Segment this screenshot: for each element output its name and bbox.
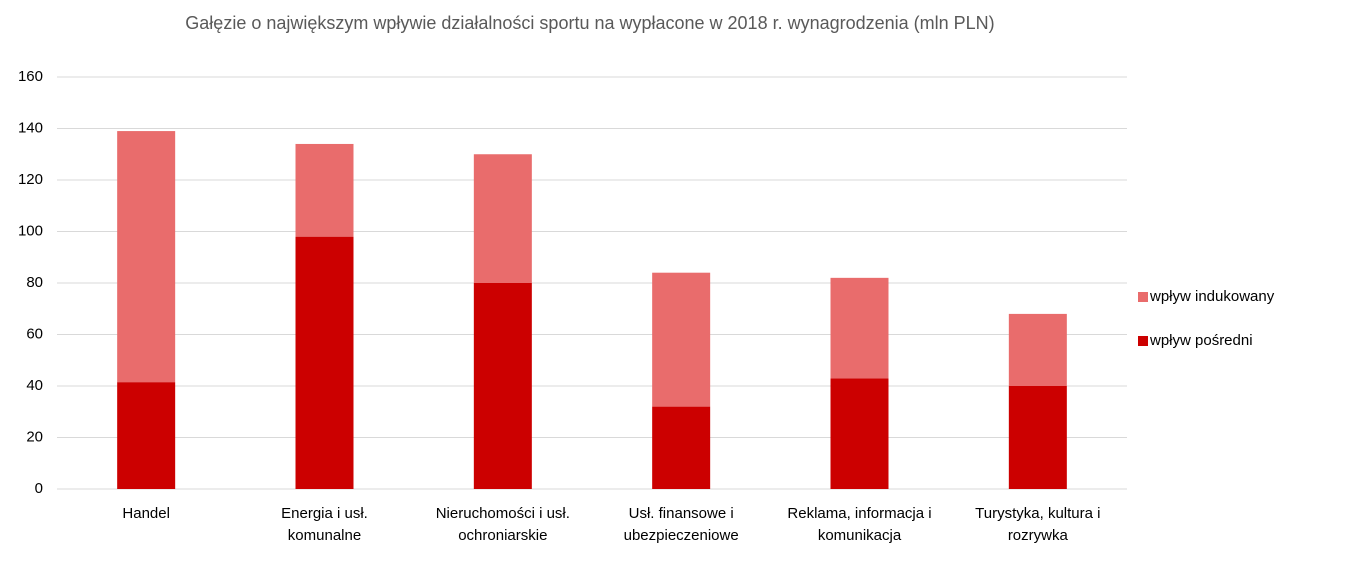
bar-segment [652,406,711,489]
y-tick-label: 0 [35,480,43,497]
y-tick-label: 160 [18,68,43,85]
legend-label: wpływ indukowany [1149,288,1275,305]
bar-segment [473,283,532,489]
legend-swatch [1138,292,1148,302]
x-tick-label: Reklama, informacja i komunikacja [787,505,931,544]
bar-segment [830,378,889,489]
x-tick-label: Turystyka, kultura i rozrywka [975,505,1100,544]
x-tick-label: Handel [122,505,170,522]
y-tick-label: 120 [18,171,43,188]
bar-segment [295,236,354,489]
chart-title: Gałęzie o największym wpływie działalnoś… [185,13,994,33]
y-tick-label: 140 [18,119,43,136]
y-tick-label: 100 [18,222,43,239]
y-tick-label: 80 [26,274,43,291]
bar-segment [652,272,711,407]
bar-segment [117,131,176,383]
bar-segment [117,382,176,489]
y-tick-label: 40 [26,377,43,394]
bar-segment [295,143,354,237]
bar-segment [1008,386,1067,489]
bar-segment [473,154,532,283]
bar-segment [830,277,889,379]
legend-label: wpływ pośredni [1149,332,1253,349]
x-tick-label: Nieruchomości i usł. ochroniarskie [436,505,570,544]
x-tick-label: Energia i usł. komunalne [281,505,368,544]
y-tick-label: 60 [26,325,43,342]
y-tick-label: 20 [26,428,43,445]
bar-segment [1008,313,1067,386]
legend-swatch [1138,336,1148,346]
x-tick-label: Usł. finansowe i ubezpieczeniowe [624,505,739,544]
